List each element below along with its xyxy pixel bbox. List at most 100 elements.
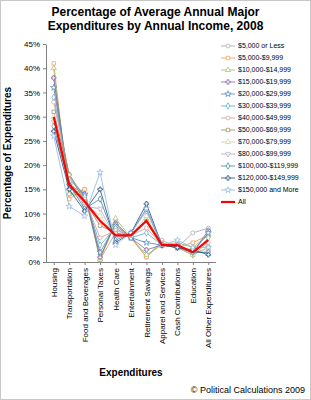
series-line (54, 63, 209, 259)
chart: Percentage of Average Annual MajorExpend… (0, 0, 311, 400)
series-line (54, 78, 209, 257)
marker (51, 65, 56, 70)
legend-label: $50,000-$69,999 (238, 126, 291, 133)
y-tick: 10% (24, 210, 46, 219)
tick-label: All Other Expenditures (204, 268, 213, 348)
marker (112, 242, 118, 248)
legend-marker (226, 163, 230, 169)
marker (52, 94, 56, 100)
marker (52, 100, 56, 104)
legend-label: $70,000-$79,999 (238, 138, 291, 145)
legend-marker (225, 139, 230, 144)
marker (98, 242, 102, 248)
tick-mark (131, 262, 132, 265)
x-tick: Entertainment (127, 262, 136, 318)
series (52, 110, 210, 256)
annotation: © Political Calculations 2009 (191, 385, 305, 395)
x-tick: Transportation (65, 262, 74, 319)
x-tick: Food and Beverages (81, 262, 90, 342)
series (51, 129, 210, 257)
tick-label: Food and Beverages (81, 268, 90, 342)
tick-label: 0% (28, 258, 40, 267)
x-tick: Apparel and Services (158, 262, 167, 344)
tick-mark (146, 262, 147, 265)
marker (145, 226, 149, 230)
legend-entry: $120,000-$149,999 (221, 174, 299, 181)
y-tick: 45% (24, 40, 46, 49)
tick-mark (43, 238, 46, 239)
legend-label: $150,000 and More (238, 186, 299, 193)
tick-label: 45% (24, 40, 40, 49)
legend-label: All (238, 198, 246, 205)
tick-mark (43, 92, 46, 93)
legend-entry: All (221, 198, 246, 205)
legend-entry: $50,000-$69,999 (221, 126, 291, 133)
tick-mark (85, 262, 86, 265)
tick-label: 20% (24, 161, 40, 170)
tick-label: Cash Contributions (173, 268, 182, 336)
x-tick: Health Care (112, 262, 121, 311)
legend-label: $80,000-$99,999 (238, 150, 291, 157)
legend-entry: $100,000-$119,999 (221, 162, 298, 169)
x-tick: Education (189, 262, 198, 304)
series (51, 114, 211, 257)
legend-label: $5,000-$9,999 (238, 54, 283, 61)
legend-marker (226, 44, 230, 48)
series (51, 65, 211, 261)
marker (97, 169, 103, 175)
marker (145, 230, 149, 236)
plot-area (51, 62, 212, 262)
tick-label: 40% (24, 64, 40, 73)
marker (113, 215, 118, 220)
marker (205, 244, 211, 250)
tick-mark (43, 189, 46, 190)
series (52, 62, 210, 262)
x-axis-title: Expenditures (99, 367, 163, 378)
tick-label: 5% (28, 234, 40, 243)
y-tick: 30% (24, 113, 46, 122)
tick-mark (177, 262, 178, 265)
tick-mark (43, 214, 46, 215)
legend-swatch (221, 201, 235, 203)
tick-mark (162, 262, 163, 265)
y-tick: 0% (28, 258, 46, 267)
background (1, 1, 311, 400)
x-tick: All Other Expenditures (204, 262, 213, 348)
tick-label: 35% (24, 89, 40, 98)
marker (82, 213, 88, 219)
legend-entry: $15,000-$19,999 (221, 78, 291, 85)
tick-label: Personal Taxes (96, 268, 105, 323)
tick-mark (43, 141, 46, 142)
marker (98, 207, 103, 211)
title-line: Expenditures by Annual Income, 2008 (48, 19, 264, 33)
legend-entry: $5,000 or Less (221, 42, 285, 49)
tick-label: Retirement Savings (143, 268, 152, 338)
series-line (54, 112, 209, 255)
legend-marker (225, 67, 230, 72)
x-tick: Retirement Savings (143, 262, 152, 338)
legend-marker (225, 187, 231, 193)
tick-label: Transportation (65, 268, 74, 319)
tick-mark (69, 262, 70, 265)
tick-mark (43, 68, 46, 69)
tick-mark (116, 262, 117, 265)
legend-entry: $30,000-$39,999 (221, 102, 291, 109)
marker (66, 203, 72, 209)
marker (98, 255, 103, 260)
marker (97, 249, 103, 255)
legend-entry: $150,000 and More (221, 186, 299, 193)
legend-label: $10,000-$14,999 (238, 66, 291, 73)
marker (98, 196, 102, 202)
tick-label: Health Care (112, 267, 121, 310)
marker (51, 133, 57, 139)
legend-label: $15,000-$19,999 (238, 78, 291, 85)
tick-mark (100, 262, 101, 265)
x-tick: Housing (50, 262, 59, 297)
tick-label: Entertainment (127, 267, 136, 318)
chart-svg: Percentage of Average Annual MajorExpend… (0, 0, 311, 400)
marker (51, 84, 57, 90)
series (51, 76, 210, 260)
tick-label: Education (189, 268, 198, 304)
x-tick: Personal Taxes (96, 262, 105, 323)
legend-marker (226, 116, 230, 120)
